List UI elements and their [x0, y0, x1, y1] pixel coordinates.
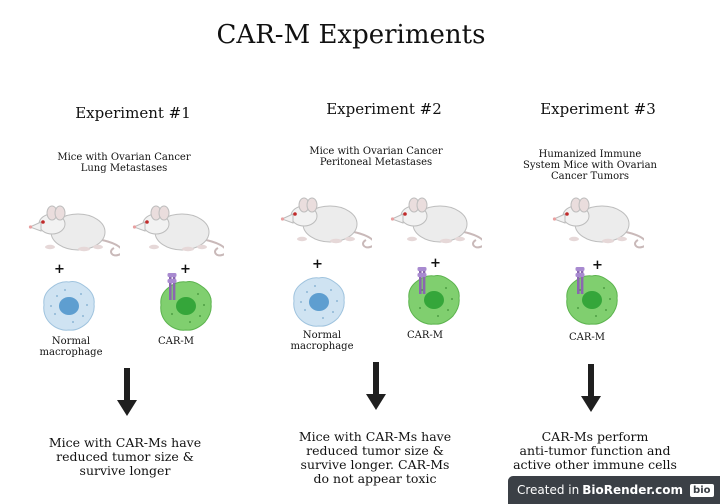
- normal-macrophage-label: Normal macrophage: [39, 336, 103, 358]
- experiment-1-condition: Mice with Ovarian Cancer Lung Metastases: [57, 152, 191, 174]
- biorender-logo-icon: bio: [690, 483, 714, 497]
- mouse-icon: [552, 197, 644, 249]
- car-m-label: CAR-M: [568, 332, 606, 343]
- plus-sign: +: [180, 262, 191, 277]
- car-macrophage-icon: [160, 273, 212, 331]
- mouse-icon: [132, 205, 224, 257]
- plus-sign: +: [430, 256, 441, 271]
- car-m-label: CAR-M: [157, 336, 195, 347]
- experiment-1-title: Experiment #1: [75, 104, 191, 122]
- plus-sign: +: [54, 262, 65, 277]
- plus-sign: +: [312, 257, 323, 272]
- down-arrow-icon: [366, 362, 386, 410]
- down-arrow-icon: [117, 368, 137, 416]
- normal-macrophage-label: Normal macrophage: [290, 330, 354, 352]
- plus-sign: +: [592, 258, 603, 273]
- normal-macrophage-icon: [293, 277, 345, 327]
- experiment-2-condition: Mice with Ovarian Cancer Peritoneal Meta…: [309, 146, 443, 168]
- experiment-2-title: Experiment #2: [326, 100, 442, 118]
- mouse-icon: [280, 197, 372, 249]
- experiment-3-title: Experiment #3: [540, 100, 656, 118]
- experiment-3-result: CAR-Ms perform anti-tumor function and a…: [513, 429, 677, 472]
- car-macrophage-icon: [408, 267, 460, 325]
- experiment-3-condition: Humanized Immune System Mice with Ovaria…: [523, 149, 657, 182]
- experiment-1-result: Mice with CAR-Ms have reduced tumor size…: [48, 435, 202, 478]
- watermark-brand: BioRender.com: [582, 483, 684, 497]
- normal-macrophage-icon: [43, 281, 95, 331]
- experiment-2-result: Mice with CAR-Ms have reduced tumor size…: [298, 429, 452, 486]
- biorender-watermark[interactable]: Created in BioRender.com bio: [508, 476, 720, 504]
- car-m-label: CAR-M: [406, 330, 444, 341]
- mouse-icon: [390, 197, 482, 249]
- watermark-prefix: Created in: [517, 483, 580, 497]
- down-arrow-icon: [581, 364, 601, 412]
- page-title: CAR-M Experiments: [216, 20, 486, 50]
- mouse-icon: [28, 205, 120, 257]
